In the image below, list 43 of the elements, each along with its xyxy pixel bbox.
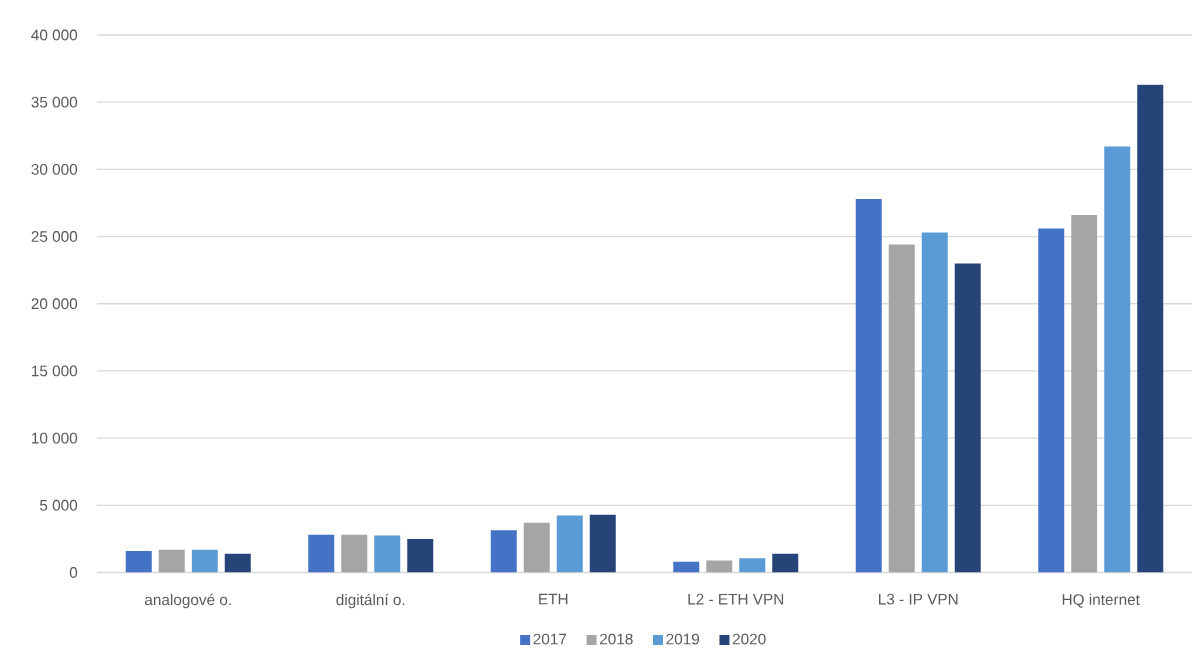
y-tick-label: 25 000 <box>31 231 78 242</box>
bar <box>407 538 434 573</box>
y-tick-label: 5 000 <box>39 499 78 511</box>
y-tick-label: 20 000 <box>31 298 78 310</box>
bar <box>1038 228 1065 573</box>
bar <box>706 560 733 573</box>
legend-label: 2018 <box>600 633 633 645</box>
legend-label: 2019 <box>666 633 700 645</box>
y-tick-label: 0 <box>69 567 78 578</box>
bar <box>490 530 517 573</box>
legend-label: 2017 <box>533 633 567 645</box>
bar <box>125 550 152 573</box>
y-tick-label: 40 000 <box>31 29 78 41</box>
bar <box>224 553 251 573</box>
bar <box>308 534 335 573</box>
y-tick-label: 10 000 <box>32 432 78 444</box>
bar <box>855 198 882 573</box>
bar <box>888 244 915 573</box>
bar <box>954 263 981 573</box>
x-tick-label: L2 - ETH VPN <box>688 593 784 605</box>
bar <box>191 549 218 573</box>
bar <box>374 535 401 573</box>
bar <box>739 558 766 573</box>
bar <box>1071 215 1098 573</box>
bar <box>1104 146 1131 573</box>
y-tick-label: 30 000 <box>31 163 78 175</box>
bar <box>921 232 948 573</box>
bar <box>1137 84 1164 573</box>
x-tick-label: HQ internet <box>1062 593 1140 608</box>
bar <box>556 515 583 573</box>
x-tick-label: ETH <box>539 593 568 605</box>
bar <box>341 534 368 573</box>
legend-label: 2020 <box>732 633 766 645</box>
bar <box>589 514 616 573</box>
x-tick-label: digitální o. <box>336 593 405 609</box>
x-tick-label: L3 - IP VPN <box>879 593 958 605</box>
x-tick-label: analogové o. <box>145 593 231 609</box>
bar <box>523 522 550 573</box>
bar <box>673 561 700 573</box>
bar <box>772 553 799 573</box>
y-tick-label: 15 000 <box>32 365 78 377</box>
y-tick-label: 35 000 <box>31 96 78 108</box>
bar <box>158 549 185 573</box>
